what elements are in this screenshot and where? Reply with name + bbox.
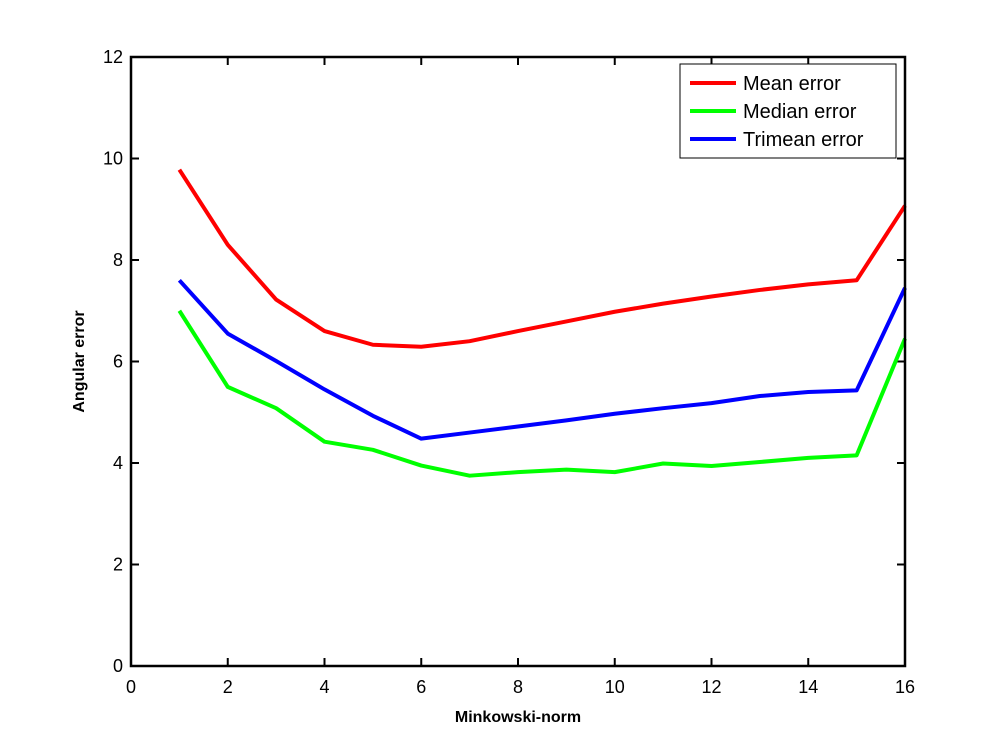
legend: Mean error Median error Trimean error [679, 63, 897, 159]
y-tick-label: 0 [113, 656, 123, 676]
y-tick-label: 10 [103, 149, 123, 169]
y-tick-label: 2 [113, 555, 123, 575]
plot-area [129, 55, 907, 668]
x-tick-label: 16 [895, 677, 915, 697]
y-tick-label: 6 [113, 352, 123, 372]
legend-label-median: Median error [743, 101, 857, 123]
x-tick-label: 12 [701, 677, 721, 697]
x-tick-label: 10 [605, 677, 625, 697]
legend-label-trimean: Trimean error [743, 129, 864, 151]
y-tick-label: 12 [103, 47, 123, 67]
x-tick-label: 0 [126, 677, 136, 697]
y-tick-label: 4 [113, 453, 123, 473]
x-tick-label: 4 [319, 677, 329, 697]
series-lines [177, 168, 907, 478]
x-tick-label: 6 [416, 677, 426, 697]
series-line-mean [177, 168, 907, 349]
series-line-trimean [177, 278, 907, 441]
x-tick-label: 14 [798, 677, 818, 697]
x-tick-label: 8 [513, 677, 523, 697]
y-tick-label: 8 [113, 250, 123, 270]
y-axis-label: Angular error [71, 310, 88, 412]
x-axis-label: Minkowski-norm [455, 709, 581, 726]
series-line-median [177, 309, 907, 478]
x-tick-label: 2 [223, 677, 233, 697]
legend-label-mean: Mean error [743, 73, 841, 95]
